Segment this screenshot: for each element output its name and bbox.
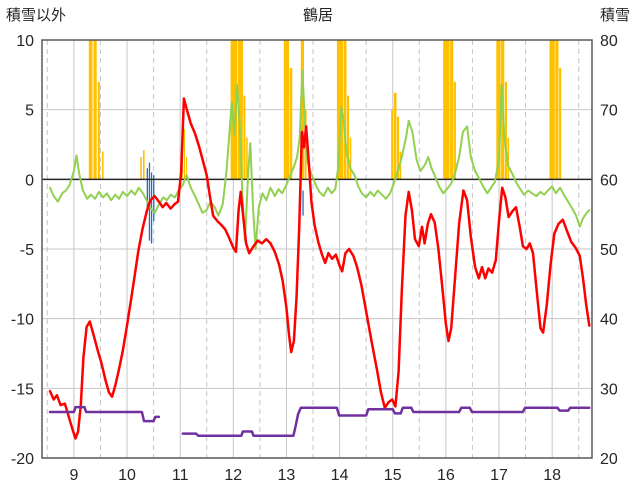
x-axis-labels: 9 10 11 12 13 14 15 16 17 18 bbox=[69, 467, 561, 484]
right-axis-labels: 80 70 60 50 40 30 20 bbox=[600, 33, 618, 468]
x-tick-label: 15 bbox=[384, 467, 402, 484]
y-left-tick-label: -5 bbox=[20, 242, 34, 259]
left-axis-labels: 10 5 0 -5 -10 -15 -20 bbox=[11, 33, 34, 468]
x-tick-label: 14 bbox=[331, 467, 349, 484]
y-left-tick-label: -20 bbox=[11, 451, 34, 468]
y-right-tick-label: 30 bbox=[600, 381, 618, 398]
y-right-tick-label: 40 bbox=[600, 312, 618, 329]
x-tick-label: 9 bbox=[69, 467, 78, 484]
left-axis-title: 積雪以外 bbox=[6, 7, 67, 24]
horizontal-gridlines bbox=[42, 39, 592, 459]
x-tick-label: 17 bbox=[490, 467, 508, 484]
y-left-tick-label: -10 bbox=[11, 312, 34, 329]
series-sunshine-bars bbox=[88, 40, 562, 180]
chart-title: 鶴居 bbox=[302, 7, 333, 24]
chart-header: 積雪以外 鶴居 積雪 bbox=[0, 4, 636, 28]
y-right-tick-label: 60 bbox=[600, 172, 618, 189]
y-left-tick-label: 10 bbox=[16, 33, 34, 50]
plot-border bbox=[41, 39, 593, 459]
y-right-tick-label: 80 bbox=[600, 33, 618, 50]
series-snow-depth-line bbox=[48, 405, 591, 437]
x-tick-label: 16 bbox=[437, 467, 455, 484]
y-right-tick-label: 50 bbox=[600, 242, 618, 259]
x-tick-label: 11 bbox=[172, 467, 189, 484]
right-axis-title: 積雪 bbox=[599, 7, 630, 24]
y-left-tick-label: 5 bbox=[25, 103, 34, 120]
x-tick-label: 13 bbox=[278, 467, 296, 484]
y-left-tick-label: 0 bbox=[25, 172, 34, 189]
y-left-tick-label: -15 bbox=[11, 381, 34, 398]
series-green-line bbox=[49, 69, 591, 250]
x-tick-label: 12 bbox=[224, 467, 242, 484]
x-tick-label: 18 bbox=[543, 467, 561, 484]
x-tick-label: 10 bbox=[118, 467, 136, 484]
y-right-tick-label: 20 bbox=[600, 451, 618, 468]
y-right-tick-label: 70 bbox=[600, 103, 618, 120]
series-temperature-line bbox=[48, 97, 591, 440]
